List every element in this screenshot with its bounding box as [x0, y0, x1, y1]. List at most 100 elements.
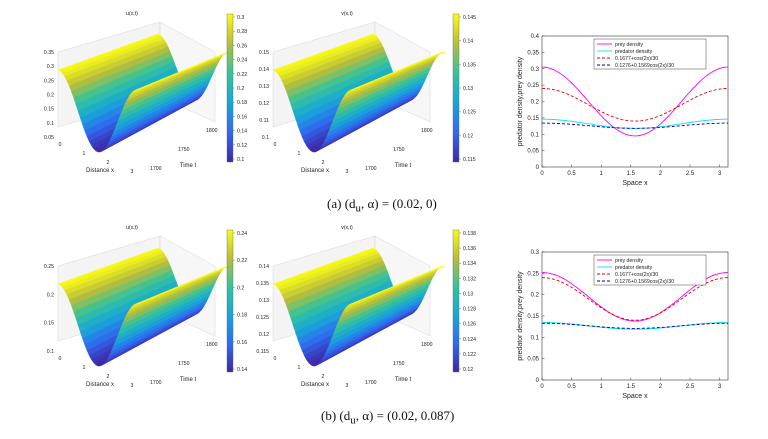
legend-label: prey density: [615, 258, 643, 264]
y-tick-label: 0.05: [527, 357, 539, 363]
series-line-predator-density: [542, 321, 728, 330]
caption-a: (a) (du, α) = (0.02, 0): [327, 196, 437, 215]
colorbar-tick-label: 0.22: [237, 258, 247, 264]
colorbar-tick-label: 0.14: [237, 129, 247, 135]
legend-label: 0.1677+cos(2x)/30: [615, 272, 658, 278]
colorbar-tick-label: 0.136: [463, 246, 476, 252]
z-tick-label: 0.25: [44, 78, 54, 84]
series-line-0-1677-cos-2x-30: [541, 87, 729, 122]
surface-strip: [350, 51, 446, 91]
z-tick-label: 0.35: [44, 50, 54, 56]
colorbar-tick-label: 0.12: [463, 133, 473, 139]
legend-box: [593, 38, 707, 70]
x-tick-label: 2: [107, 160, 110, 166]
x-tick-label: 1: [83, 151, 86, 157]
z-tick-label: 0.3: [47, 64, 54, 70]
x-tick-label: 1: [600, 384, 604, 390]
series-line-predator-density: [542, 118, 728, 129]
z-tick-label: 0.125: [256, 315, 269, 321]
y-axis-label: Time t: [180, 377, 197, 383]
surface-title: v(x,t): [341, 225, 353, 231]
y-tick-label: 0: [536, 165, 540, 171]
colorbar: [226, 229, 234, 373]
y-axis-label: predator density,prey density: [517, 271, 524, 361]
x-tick-label: 2: [659, 171, 663, 177]
x-tick-label: 3: [131, 383, 134, 389]
legend-box: [593, 254, 707, 286]
colorbar: [452, 13, 460, 163]
z-tick-label: 0.14: [259, 67, 269, 73]
x-tick-label: 3: [346, 169, 349, 175]
y-tick-label: 1750: [393, 147, 405, 153]
legend-label: 0.1677+cos(2x)/30: [615, 56, 658, 62]
surface-title: u(x,t): [126, 225, 138, 231]
colorbar-tick-label: 0.24: [237, 231, 247, 237]
legend-label: 0.1276+0.1569cos(2x)/30: [615, 279, 674, 285]
colorbar-tick-label: 0.13: [463, 291, 473, 297]
colorbar-tick-label: 0.16: [237, 114, 247, 120]
z-tick-label: 0.13: [259, 84, 269, 90]
x-tick-label: 1.5: [627, 384, 636, 390]
y-tick-label: 0.2: [531, 293, 540, 299]
y-tick-label: 1700: [150, 166, 162, 172]
surface-title: u(x,t): [126, 11, 138, 17]
y-tick-label: 1750: [178, 361, 190, 367]
x-tick-label: 2: [107, 374, 110, 380]
x-tick-label: 3: [131, 169, 134, 175]
colorbar: [226, 13, 234, 163]
colorbar-tick-label: 0.14: [463, 39, 473, 45]
y-tick-label: 0.35: [527, 50, 539, 56]
line-chart-a: 0 0.05 0.1 0.15 0.2 0.25 0.3 0.35 0.4 0 0.5 1 1.5 2 2.…: [517, 34, 729, 187]
x-tick-label: 3: [718, 384, 722, 390]
colorbar-tick-label: 0.12: [237, 143, 247, 149]
y-axis-label: Time t: [180, 163, 197, 169]
y-axis-label: Time t: [395, 377, 412, 383]
surface-plot-u-a: u(x,t) 0.35 0.3 0.25 0.2 0.15 0.1 0.05 0 1 2 3 Dista…: [44, 11, 247, 175]
z-tick-label: 0.14: [259, 264, 269, 270]
y-tick-label: 0.2: [531, 100, 540, 106]
x-axis-label: Space x: [622, 180, 648, 187]
caption-b: (b) (du, α) = (0.02, 0.087): [321, 408, 455, 427]
x-tick-label: 0.5: [567, 171, 576, 177]
colorbar-tick-label: 0.1: [237, 157, 244, 163]
z-tick-label: 0.115: [256, 349, 269, 355]
legend-label: prey density: [615, 42, 643, 48]
colorbar-tick-label: 0.124: [463, 337, 476, 343]
surface-plot-v-b: v(x,t) 0.14 0.135 0.13 0.125 0.12 0.115 0 1 2 3 Dis…: [256, 225, 476, 389]
x-tick-label: 1: [83, 365, 86, 371]
y-tick-label: 0.4: [531, 34, 540, 40]
series-line-0-1276-0-1569cos-2x-30: [542, 322, 728, 329]
legend-label: predator density: [615, 265, 653, 271]
y-axis-label: Time t: [395, 163, 412, 169]
colorbar-tick-label: 0.138: [463, 231, 476, 237]
colorbar-tick-label: 0.12: [463, 367, 473, 373]
x-tick-label: 1: [298, 151, 301, 157]
z-tick-label: 0.15: [44, 321, 54, 327]
z-tick-label: 0.25: [44, 264, 54, 270]
colorbar-tick-label: 0.3: [237, 15, 244, 21]
x-tick-label: 1: [600, 171, 604, 177]
y-tick-label: 0: [536, 378, 540, 384]
y-tick-label: 1800: [206, 342, 218, 348]
legend-label: predator density: [615, 49, 653, 55]
z-tick-label: 0.15: [259, 50, 269, 56]
x-tick-label: 2: [659, 384, 663, 390]
z-tick-label: 0.12: [259, 101, 269, 107]
z-tick-label: 0.13: [259, 298, 269, 304]
colorbar-tick-label: 0.18: [237, 313, 247, 319]
colorbar-tick-label: 0.135: [463, 62, 476, 68]
z-tick-label: 0.15: [44, 107, 54, 113]
x-axis-label: Distance x: [301, 382, 329, 388]
x-axis-label: Space x: [622, 393, 648, 400]
y-tick-label: 1700: [150, 380, 162, 386]
y-tick-label: 0.3: [531, 67, 540, 73]
colorbar-tick-label: 0.145: [463, 15, 476, 21]
colorbar-tick-label: 0.18: [237, 100, 247, 106]
colorbar-tick-label: 0.134: [463, 261, 476, 267]
z-tick-label: 0.2: [47, 93, 54, 99]
x-tick-label: 0: [59, 142, 62, 148]
colorbar-tick-label: 0.132: [463, 276, 476, 282]
colorbar-tick-label: 0.16: [237, 340, 247, 346]
y-axis-label: predator density,prey density: [517, 56, 524, 146]
x-tick-label: 0: [59, 356, 62, 362]
